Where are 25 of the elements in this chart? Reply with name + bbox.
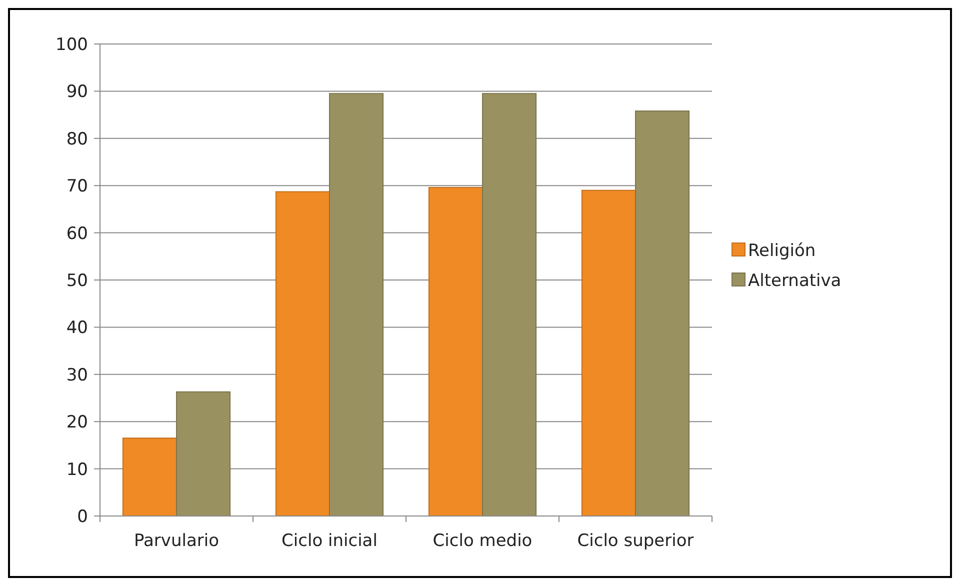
x-tick-label: Ciclo medio (432, 531, 532, 551)
y-tick-label: 80 (66, 129, 88, 150)
y-tick-label: 90 (66, 82, 88, 102)
y-tick-label: 10 (66, 460, 88, 480)
bar (581, 190, 636, 516)
bar (122, 438, 177, 516)
y-tick-label: 20 (66, 412, 88, 433)
bar (635, 110, 690, 516)
y-tick-label: 50 (66, 270, 88, 291)
bar (482, 93, 537, 516)
y-tick-label: 100 (56, 34, 88, 55)
bar (176, 391, 231, 516)
x-tick-label: Parvulario (134, 531, 219, 551)
y-tick-label: 0 (77, 506, 88, 527)
y-tick-label: 40 (66, 318, 88, 338)
y-tick-label: 70 (66, 176, 88, 197)
y-tick-label: 60 (66, 224, 88, 244)
bar (428, 186, 483, 516)
x-tick-label: Ciclo inicial (282, 531, 378, 551)
y-tick-label: 30 (66, 365, 88, 386)
bar (275, 191, 330, 516)
bar (329, 93, 384, 516)
legend-label: Alternativa (748, 270, 842, 291)
legend-label: Religión (748, 240, 816, 261)
x-tick-label: Ciclo superior (577, 531, 694, 551)
